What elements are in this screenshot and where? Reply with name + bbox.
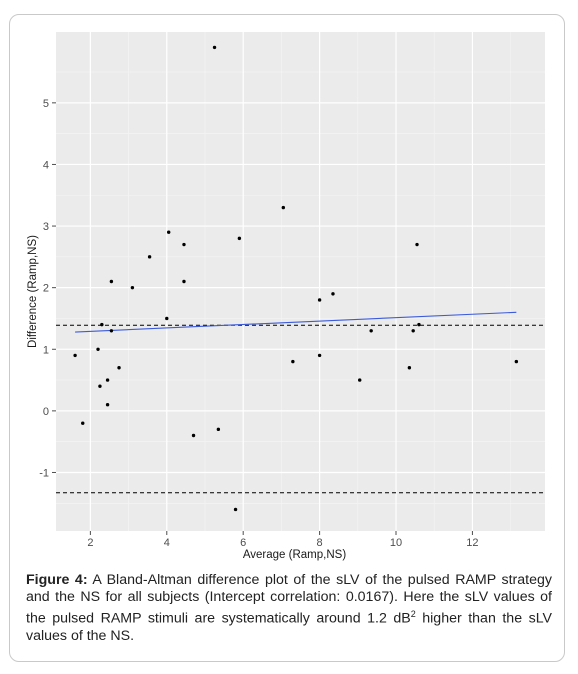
x-axis-label: Average (Ramp,NS) <box>243 549 346 561</box>
data-point <box>317 298 322 302</box>
y-tick-label: 4 <box>43 159 49 171</box>
data-point <box>331 292 335 296</box>
grid-minor <box>56 32 545 531</box>
data-point <box>514 359 519 364</box>
data-point <box>182 279 186 284</box>
x-tick-label: 2 <box>87 537 93 549</box>
data-point <box>407 366 412 370</box>
data-point <box>191 433 196 438</box>
y-tick-label: 0 <box>43 406 49 418</box>
data-point <box>100 322 104 327</box>
x-tick-label: 10 <box>390 537 402 549</box>
y-tick-label: -1 <box>39 467 49 479</box>
y-tick-label: 5 <box>43 98 49 110</box>
data-point <box>216 427 221 432</box>
data-point <box>98 384 102 388</box>
data-point <box>81 421 85 425</box>
data-point <box>165 316 169 321</box>
figure-caption: Figure 4: A Bland-Altman difference plot… <box>26 572 552 645</box>
data-point <box>73 353 77 358</box>
data-point <box>117 366 121 370</box>
data-point <box>105 403 110 407</box>
data-point <box>166 230 171 234</box>
grid-major <box>56 32 545 531</box>
data-point <box>411 329 415 333</box>
y-axis-label: Difference (Ramp,NS) <box>27 235 39 348</box>
data-point <box>233 507 238 512</box>
data-point <box>281 205 286 210</box>
x-tick-label: 12 <box>466 537 478 549</box>
caption-text: A Bland-Altman difference plot of the sL… <box>26 572 552 627</box>
data-point <box>417 322 421 327</box>
y-tick-label: 1 <box>43 344 49 356</box>
x-tick-label: 4 <box>164 537 170 549</box>
data-point <box>147 255 152 259</box>
plot-panel <box>56 32 545 531</box>
regression-line-group <box>75 311 517 333</box>
y-tick-label: 3 <box>43 221 49 233</box>
x-tick-label: 6 <box>240 537 246 549</box>
data-point <box>317 353 322 358</box>
caption-label: Figure 4: <box>26 572 88 588</box>
data-point <box>182 242 186 247</box>
y-tick-label: 2 <box>43 283 49 295</box>
reference-lines <box>56 324 545 494</box>
data-point <box>212 45 217 50</box>
data-point <box>369 329 373 333</box>
x-axis: 2 4 6 8 10 12 <box>87 531 479 549</box>
data-point <box>291 359 295 364</box>
data-point <box>415 242 419 247</box>
data-point <box>96 347 100 351</box>
caption-text-end: higher than the sLV values of the NS. <box>26 610 552 644</box>
y-axis: -1 0 1 2 3 4 5 <box>39 98 56 479</box>
regression-line <box>75 311 517 333</box>
data-point <box>109 279 114 284</box>
data-point <box>130 285 135 290</box>
data-point <box>105 378 110 382</box>
data-point <box>109 329 114 333</box>
data-point <box>358 378 362 382</box>
x-tick-label: 8 <box>317 537 323 549</box>
caption-superscript: 2 <box>410 609 416 619</box>
data-points <box>73 45 519 512</box>
data-point <box>237 236 242 241</box>
